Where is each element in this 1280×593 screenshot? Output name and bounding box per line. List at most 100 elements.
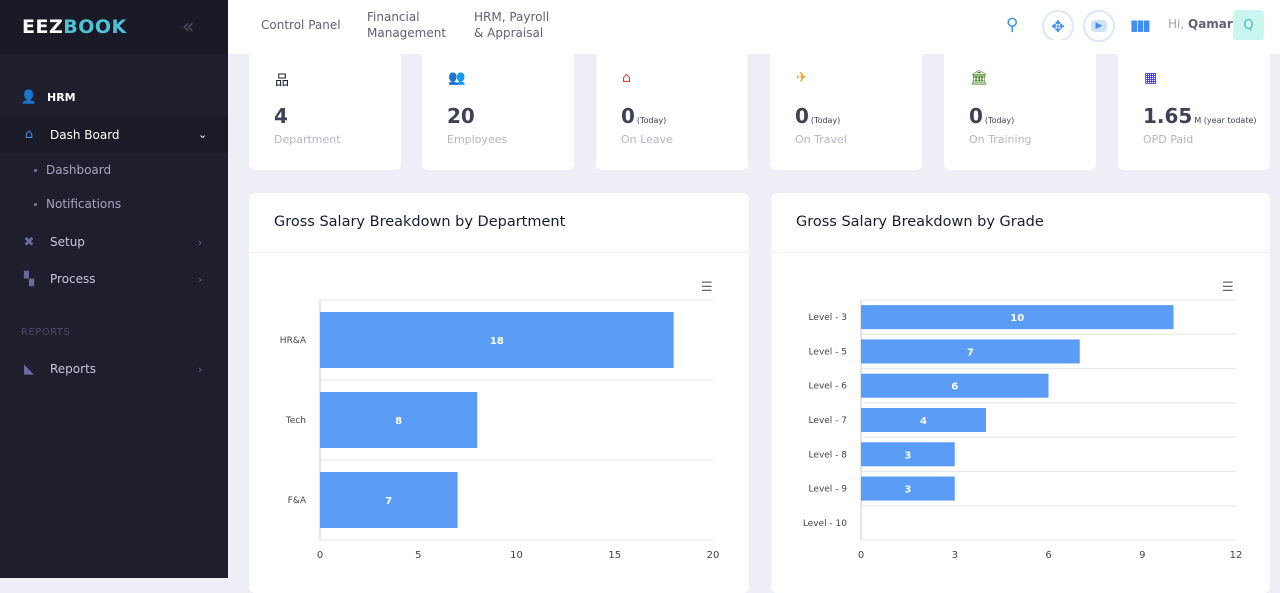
sidebar: EEZBOOK « 👤 HRM ⌂ Dash Board ⌄ Dashboard… <box>0 0 228 578</box>
sidebar-item-process[interactable]: ▚ Process › <box>0 270 228 288</box>
stat-label: Employees <box>447 133 508 146</box>
divider <box>249 252 749 253</box>
stat-value: 4 <box>274 104 288 128</box>
stat-suffix: (Today) <box>810 116 841 125</box>
search-icon[interactable]: ⚲ <box>1006 15 1019 35</box>
home-icon: ⌂ <box>24 127 34 142</box>
stat-label: On Leave <box>621 133 673 146</box>
stat-label: On Travel <box>795 133 847 146</box>
x-tick-label: 10 <box>510 550 523 561</box>
data-label: 7 <box>967 347 974 358</box>
data-label: 10 <box>1010 313 1024 324</box>
nav-hrm-payroll[interactable]: HRM, Payroll & Appraisal <box>474 10 550 40</box>
stat-value: 1.65 M (year todate) <box>1143 104 1257 128</box>
stat-value: 0 (Today) <box>969 104 1015 128</box>
stat-card: ✈ 0 (Today) On Travel <box>770 40 922 170</box>
data-label: 4 <box>920 416 927 427</box>
sidebar-item-dashboard[interactable]: ⌂ Dash Board ⌄ <box>0 116 228 153</box>
y-tick-label: Level - 6 <box>809 382 848 392</box>
x-tick-label: 5 <box>415 550 421 561</box>
plane-icon: ✈ <box>796 70 808 86</box>
stat-suffix: (Today) <box>984 116 1015 125</box>
x-tick-label: 12 <box>1230 550 1243 561</box>
chart-area-icon: ◣ <box>24 361 34 377</box>
sidebar-subitem-dashboard[interactable]: Dashboard <box>34 163 111 177</box>
bar <box>861 442 955 467</box>
chart-menu-icon[interactable]: ☰ <box>701 280 713 295</box>
chart-title: Gross Salary Breakdown by Grade <box>796 214 1044 230</box>
bar <box>861 305 1174 330</box>
user-greeting[interactable]: Hi, Qamar <box>1168 17 1233 31</box>
chart-card-department: Gross Salary Breakdown by Department ☰ 0… <box>249 193 749 593</box>
collapse-sidebar-icon[interactable]: « <box>182 14 195 38</box>
stat-card: 品 4 Department <box>249 40 401 170</box>
sidebar-item-setup[interactable]: ✖ Setup › <box>0 233 228 251</box>
nav-control-panel[interactable]: Control Panel <box>261 18 341 32</box>
data-label: 7 <box>385 496 392 507</box>
chart-title: Gross Salary Breakdown by Department <box>274 214 566 230</box>
apps-icon[interactable]: ✥ <box>1042 10 1074 42</box>
sidebar-item-reports[interactable]: ◣ Reports › <box>0 360 228 378</box>
hospital-user-icon: ▦ <box>1144 70 1158 86</box>
section-reports: REPORTS <box>21 327 71 338</box>
user-plus-icon: 👤 <box>20 89 38 105</box>
x-tick-label: 20 <box>707 550 720 561</box>
data-label: 3 <box>904 450 911 461</box>
stat-card: 🏛 0 (Today) On Training <box>944 40 1096 170</box>
x-tick-label: 15 <box>608 550 621 561</box>
process-icon: ▚ <box>24 271 34 287</box>
y-tick-label: Tech <box>285 416 306 426</box>
stat-suffix: (Today) <box>636 116 667 125</box>
house-user-icon: ⌂ <box>622 70 631 86</box>
stat-label: OPD Paid <box>1143 133 1194 146</box>
x-tick-label: 0 <box>317 550 323 561</box>
stat-card: ▦ 1.65 M (year todate) OPD Paid <box>1118 40 1270 170</box>
data-label: 3 <box>904 485 911 496</box>
y-tick-label: Level - 3 <box>809 313 847 323</box>
stat-card: 👥 20 Employees <box>422 40 574 170</box>
chevron-right-icon: › <box>198 272 203 286</box>
logo-bar: EEZBOOK <box>0 0 228 54</box>
stat-suffix: M (year todate) <box>1194 116 1257 125</box>
bar <box>861 476 955 501</box>
chevron-right-icon: › <box>198 362 203 376</box>
sidebar-item-hrm[interactable]: 👤 HRM <box>20 89 76 105</box>
bar <box>320 312 674 368</box>
sidebar-subitem-notifications[interactable]: Notifications <box>34 197 121 211</box>
x-tick-label: 6 <box>1045 550 1051 561</box>
chart-card-grade: Gross Salary Breakdown by Grade ☰ 0 3 6 9 12… <box>771 193 1270 593</box>
divider <box>771 252 1270 253</box>
nav-financial-management[interactable]: Financial Management <box>367 10 447 40</box>
bar <box>861 408 986 432</box>
bar <box>861 339 1080 364</box>
x-tick-label: 0 <box>858 550 864 561</box>
bar <box>320 472 458 528</box>
header: Control Panel Financial Management HRM, … <box>228 0 1280 54</box>
chart-menu-icon[interactable]: ☰ <box>1222 280 1234 295</box>
users-icon: 👥 <box>448 70 466 86</box>
y-tick-label: HR&A <box>280 336 307 346</box>
x-tick-label: 3 <box>952 550 958 561</box>
y-tick-label: Level - 10 <box>803 519 847 529</box>
chevron-down-icon: ⌄ <box>198 128 208 141</box>
bar <box>320 392 478 448</box>
x-tick-label: 9 <box>1139 550 1145 561</box>
bar-chart-icon[interactable]: ▮▮▮ <box>1130 16 1151 34</box>
stat-label: Department <box>274 133 341 146</box>
data-label: 6 <box>951 382 958 393</box>
bar <box>861 373 1049 398</box>
chart-svg: 0 5 10 15 20 HR&A 18 Tech 8 F&A 7 <box>280 299 720 561</box>
bank-icon: 🏛 <box>970 70 988 86</box>
tools-icon: ✖ <box>23 234 35 250</box>
data-label: 18 <box>490 336 504 347</box>
chevron-right-icon: › <box>198 235 203 249</box>
y-tick-label: Level - 8 <box>809 450 848 460</box>
y-tick-label: Level - 5 <box>809 347 847 357</box>
avatar[interactable]: Q <box>1233 10 1264 41</box>
logo[interactable]: EEZBOOK <box>22 16 127 38</box>
video-play-icon[interactable]: ▶ <box>1083 10 1115 42</box>
chart-svg: 0 3 6 9 12 Level - 3 10 Level - 5 7 Level - 6 6 Lev… <box>803 299 1243 561</box>
sitemap-icon: 品 <box>275 73 289 89</box>
stat-card: ⌂ 0 (Today) On Leave <box>596 40 748 170</box>
stat-value: 20 <box>447 104 475 128</box>
